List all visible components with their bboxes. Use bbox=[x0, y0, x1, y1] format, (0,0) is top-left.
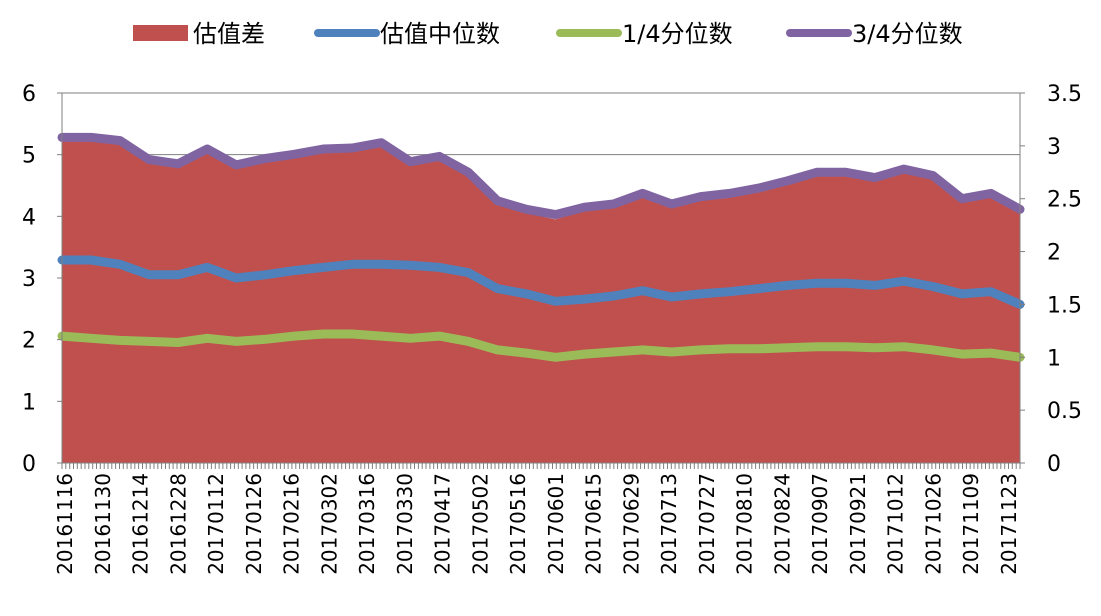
x-tick-label-1: 20161130 bbox=[91, 473, 115, 575]
y-right-tick-label-5: 2.5 bbox=[1047, 188, 1082, 213]
x-tick-label-21: 20170921 bbox=[846, 473, 870, 575]
y-right-tick-label-3: 1.5 bbox=[1047, 293, 1082, 318]
legend-swatch-0 bbox=[133, 25, 188, 41]
y-right-tick-label-0: 0 bbox=[1047, 452, 1061, 477]
x-tick-label-5: 20170126 bbox=[242, 473, 266, 575]
x-tick-label-15: 20170629 bbox=[619, 473, 643, 575]
x-tick-label-18: 20170810 bbox=[733, 473, 757, 575]
legend-label-3: 3/4分位数 bbox=[852, 20, 963, 48]
x-minor-ticks bbox=[61, 463, 1021, 469]
line-series-2 bbox=[57, 329, 1025, 362]
legend-label-2: 1/4分位数 bbox=[622, 20, 733, 48]
x-tick-label-16: 20170713 bbox=[657, 473, 681, 575]
x-tick-label-23: 20171026 bbox=[921, 473, 945, 575]
x-tick-label-7: 20170302 bbox=[317, 473, 341, 575]
line-series-1 bbox=[57, 255, 1025, 309]
y-left-tick-label-5: 5 bbox=[22, 144, 36, 169]
x-tick-label-20: 20170907 bbox=[808, 473, 832, 575]
x-tick-label-14: 20170615 bbox=[582, 473, 606, 575]
x-tick-label-17: 20170727 bbox=[695, 473, 719, 575]
x-tick-label-13: 20170601 bbox=[544, 473, 568, 575]
y-left-tick-label-1: 1 bbox=[22, 390, 36, 415]
y-left-tick-label-6: 6 bbox=[22, 82, 36, 107]
y-right-tick-label-7: 3.5 bbox=[1047, 82, 1082, 107]
x-tick-label-8: 20170316 bbox=[355, 473, 379, 575]
y-right-tick-label-6: 3 bbox=[1047, 135, 1061, 160]
y-left-tick-label-4: 4 bbox=[22, 205, 36, 230]
x-tick-label-2: 20161214 bbox=[129, 473, 153, 575]
y-right-tick-label-1: 0.5 bbox=[1047, 399, 1082, 424]
legend: 估值差 估值中位数 1/4分位数 3/4分位数 bbox=[133, 20, 963, 48]
legend-label-0: 估值差 bbox=[193, 20, 265, 48]
x-tick-label-22: 20171012 bbox=[884, 473, 908, 575]
legend-label-1: 估值中位数 bbox=[380, 20, 500, 48]
x-tick-label-11: 20170502 bbox=[468, 473, 492, 575]
axes: 0 1 2 3 4 5 6 0 0.5 1 1.5 2 2.5 3 3.5 20161116 20161130 2… bbox=[22, 82, 1082, 575]
x-tick-label-6: 20170216 bbox=[280, 473, 304, 575]
y-right-tick-label-2: 1 bbox=[1047, 346, 1061, 371]
x-tick-label-0: 20161116 bbox=[53, 473, 77, 575]
plot-area bbox=[57, 92, 1025, 463]
x-tick-label-10: 20170417 bbox=[431, 473, 455, 575]
x-tick-label-9: 20170330 bbox=[393, 473, 417, 575]
x-tick-label-24: 20171109 bbox=[959, 473, 983, 575]
x-tick-label-12: 20170516 bbox=[506, 473, 530, 575]
y-left-tick-label-3: 3 bbox=[22, 267, 36, 292]
x-tick-label-25: 20171123 bbox=[997, 473, 1021, 575]
y-right-tick-label-4: 2 bbox=[1047, 241, 1061, 266]
line-series-3 bbox=[57, 132, 1025, 220]
y-left-tick-label-2: 2 bbox=[22, 329, 36, 354]
y-left-tick-label-0: 0 bbox=[22, 452, 36, 477]
x-tick-label-3: 20161228 bbox=[166, 473, 190, 575]
x-tick-label-4: 20170112 bbox=[204, 473, 228, 575]
x-tick-label-19: 20170824 bbox=[770, 473, 794, 575]
